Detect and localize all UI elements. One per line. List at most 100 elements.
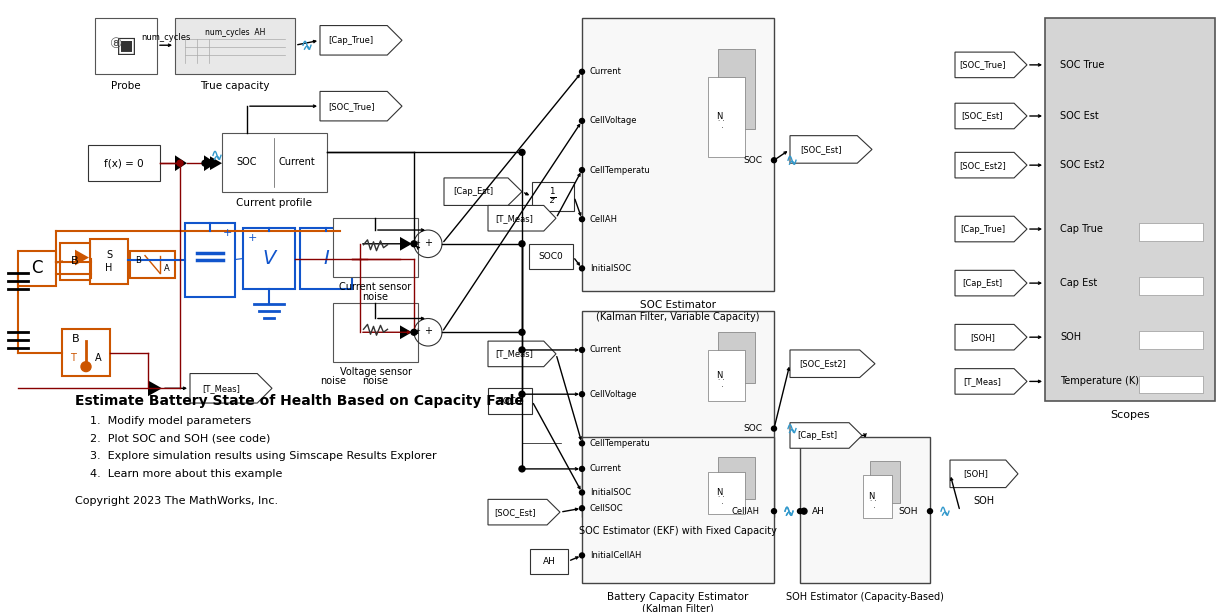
Text: [Cap_True]: [Cap_True] xyxy=(960,225,1005,234)
Bar xyxy=(799,438,930,583)
Bar xyxy=(717,332,754,383)
Bar xyxy=(61,329,111,376)
Text: True capacity: True capacity xyxy=(200,81,270,91)
Bar xyxy=(90,239,128,284)
Text: A: A xyxy=(165,264,169,273)
Polygon shape xyxy=(75,250,88,266)
Text: CellVoltage: CellVoltage xyxy=(589,390,637,398)
Text: [SOC_Est]: [SOC_Est] xyxy=(801,145,842,154)
Text: noise: noise xyxy=(362,376,388,386)
Circle shape xyxy=(519,329,526,335)
Text: 4.  Learn more about this example: 4. Learn more about this example xyxy=(90,469,282,479)
Text: Cap True: Cap True xyxy=(1060,224,1103,234)
Polygon shape xyxy=(149,381,162,396)
Bar xyxy=(582,311,774,517)
Text: CellSOC: CellSOC xyxy=(589,504,624,513)
Text: CellTemperatu: CellTemperatu xyxy=(589,439,651,448)
Text: B: B xyxy=(135,256,141,265)
Bar xyxy=(717,49,754,129)
Circle shape xyxy=(81,362,91,371)
Text: [SOH]: [SOH] xyxy=(964,469,989,479)
Circle shape xyxy=(411,329,418,335)
Text: N: N xyxy=(868,492,874,501)
Text: N: N xyxy=(716,371,722,380)
Text: Current profile: Current profile xyxy=(237,198,312,209)
Circle shape xyxy=(797,509,803,513)
Bar xyxy=(300,228,352,289)
Polygon shape xyxy=(488,206,556,231)
Text: Cap Est: Cap Est xyxy=(1060,278,1098,288)
Text: [Cap_Est]: [Cap_Est] xyxy=(453,187,494,196)
Text: CellTemperatu: CellTemperatu xyxy=(589,166,651,174)
Text: f(x) = 0: f(x) = 0 xyxy=(104,158,144,168)
Text: ⑧: ⑧ xyxy=(109,37,123,51)
Text: [SOH]: [SOH] xyxy=(970,333,995,341)
Circle shape xyxy=(519,149,526,155)
Text: [SOC_Est]: [SOC_Est] xyxy=(495,508,537,517)
Text: SOC: SOC xyxy=(237,157,257,167)
Text: Temperature (K): Temperature (K) xyxy=(1060,376,1140,386)
Bar xyxy=(18,251,56,286)
Text: · ·
 ·: · · · xyxy=(718,494,725,507)
Polygon shape xyxy=(210,156,222,170)
Text: AH: AH xyxy=(812,507,825,516)
Bar xyxy=(582,18,774,291)
Text: 2.  Plot SOC and SOH (see code): 2. Plot SOC and SOH (see code) xyxy=(90,433,270,444)
Text: Scopes: Scopes xyxy=(1110,410,1149,420)
Text: [T_Meas]: [T_Meas] xyxy=(495,214,533,223)
Bar xyxy=(709,77,745,157)
Circle shape xyxy=(771,509,776,513)
Text: [T_Meas]: [T_Meas] xyxy=(964,377,1001,386)
Text: SOC0: SOC0 xyxy=(539,252,564,261)
Bar xyxy=(333,218,418,277)
Text: InitialSOC: InitialSOC xyxy=(589,488,631,497)
Text: [SOC_True]: [SOC_True] xyxy=(959,61,1006,69)
Polygon shape xyxy=(955,152,1027,178)
Text: num_cycles  AH: num_cycles AH xyxy=(205,28,265,37)
Text: +: + xyxy=(222,228,232,238)
Text: B: B xyxy=(72,334,80,344)
Text: SOC0: SOC0 xyxy=(497,397,522,406)
Text: $\frac{1}{z}$: $\frac{1}{z}$ xyxy=(549,186,556,207)
Text: V: V xyxy=(263,249,276,268)
Bar xyxy=(1045,18,1214,401)
Polygon shape xyxy=(950,460,1018,488)
Bar xyxy=(709,350,745,401)
Text: N: N xyxy=(716,112,722,121)
Text: num_cycles: num_cycles xyxy=(141,33,190,42)
Circle shape xyxy=(177,160,183,166)
Text: 3.  Explore simulation results using Simscape Results Explorer: 3. Explore simulation results using Sims… xyxy=(90,451,437,461)
Text: [SOC_Est]: [SOC_Est] xyxy=(962,111,1003,121)
Circle shape xyxy=(519,466,526,472)
Text: [SOC_Est2]: [SOC_Est2] xyxy=(959,160,1006,170)
Text: Battery Capacity Estimator: Battery Capacity Estimator xyxy=(608,592,749,602)
Text: Voltage sensor: Voltage sensor xyxy=(339,367,411,376)
Text: (Kalman Filter, Variable Capacity): (Kalman Filter, Variable Capacity) xyxy=(597,312,760,321)
Circle shape xyxy=(580,490,585,495)
Text: +: + xyxy=(414,240,420,246)
Text: B: B xyxy=(71,256,79,266)
Text: · ·
 ·: · · · xyxy=(718,118,725,131)
Circle shape xyxy=(580,69,585,74)
Text: H: H xyxy=(106,263,113,274)
Text: SOC Estimator (EKF) with Fixed Capacity: SOC Estimator (EKF) with Fixed Capacity xyxy=(580,526,777,536)
Text: 1.  Modify model parameters: 1. Modify model parameters xyxy=(90,416,251,426)
Text: [Cap_True]: [Cap_True] xyxy=(329,36,373,45)
Polygon shape xyxy=(321,91,402,121)
Bar xyxy=(222,133,327,192)
Polygon shape xyxy=(955,368,1027,394)
Bar xyxy=(862,476,892,518)
Polygon shape xyxy=(955,52,1027,78)
Circle shape xyxy=(580,506,585,510)
Text: SOC Estimator: SOC Estimator xyxy=(640,300,716,310)
Polygon shape xyxy=(790,350,876,378)
Polygon shape xyxy=(488,499,560,525)
Text: +: + xyxy=(424,326,432,336)
Polygon shape xyxy=(790,136,872,163)
Circle shape xyxy=(801,508,807,514)
Text: Current: Current xyxy=(279,157,316,167)
Bar xyxy=(709,472,745,514)
Text: CellAH: CellAH xyxy=(589,215,618,224)
Circle shape xyxy=(927,509,932,513)
Text: noise: noise xyxy=(321,376,346,386)
